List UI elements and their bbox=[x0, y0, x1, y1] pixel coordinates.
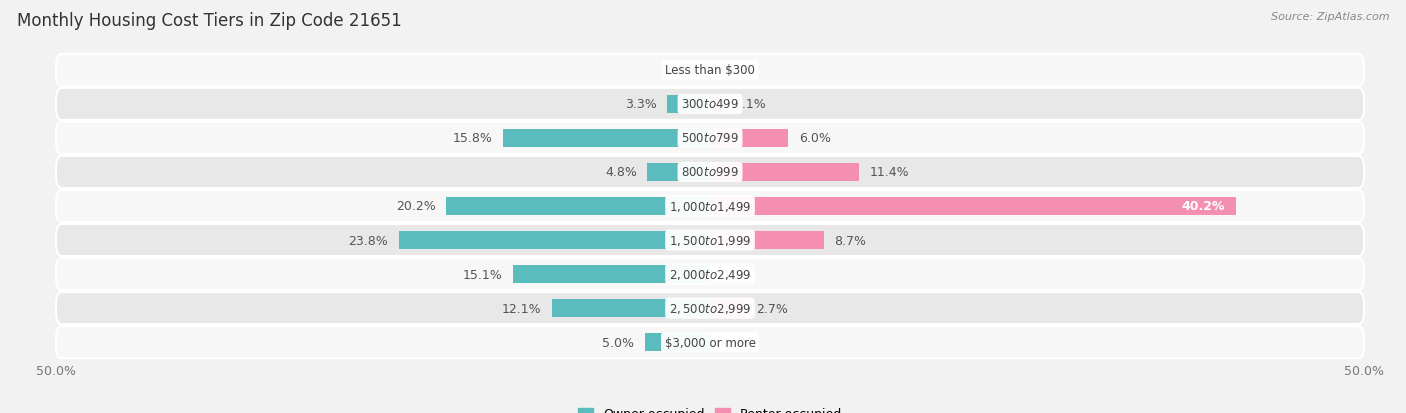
FancyBboxPatch shape bbox=[56, 157, 1364, 188]
Text: $300 to $499: $300 to $499 bbox=[681, 98, 740, 111]
Bar bbox=[503, 130, 710, 147]
Bar bbox=[551, 299, 710, 317]
FancyBboxPatch shape bbox=[56, 292, 1364, 324]
Text: 1.1%: 1.1% bbox=[735, 98, 766, 111]
Bar bbox=[710, 130, 789, 147]
FancyBboxPatch shape bbox=[56, 190, 1364, 223]
Bar bbox=[647, 164, 710, 181]
Text: $500 to $799: $500 to $799 bbox=[681, 132, 740, 145]
FancyBboxPatch shape bbox=[56, 123, 1364, 154]
Bar bbox=[710, 164, 859, 181]
Bar bbox=[513, 266, 710, 283]
Text: $3,000 or more: $3,000 or more bbox=[665, 336, 755, 349]
Text: 12.1%: 12.1% bbox=[502, 302, 541, 315]
Bar bbox=[710, 232, 824, 249]
Text: 40.2%: 40.2% bbox=[1181, 200, 1225, 213]
Text: $1,000 to $1,499: $1,000 to $1,499 bbox=[669, 199, 751, 214]
FancyBboxPatch shape bbox=[56, 55, 1364, 87]
Text: $1,500 to $1,999: $1,500 to $1,999 bbox=[669, 233, 751, 247]
FancyBboxPatch shape bbox=[56, 225, 1364, 256]
Text: $2,500 to $2,999: $2,500 to $2,999 bbox=[669, 301, 751, 316]
Text: 3.3%: 3.3% bbox=[624, 98, 657, 111]
Text: $800 to $999: $800 to $999 bbox=[681, 166, 740, 179]
Bar bbox=[666, 96, 710, 114]
Text: 20.2%: 20.2% bbox=[395, 200, 436, 213]
Text: Source: ZipAtlas.com: Source: ZipAtlas.com bbox=[1271, 12, 1389, 22]
Text: 23.8%: 23.8% bbox=[349, 234, 388, 247]
FancyBboxPatch shape bbox=[56, 326, 1364, 358]
Text: 0.0%: 0.0% bbox=[720, 64, 752, 77]
Bar bbox=[710, 198, 1236, 215]
Bar bbox=[446, 198, 710, 215]
Bar bbox=[644, 334, 710, 351]
Text: 5.0%: 5.0% bbox=[602, 336, 634, 349]
FancyBboxPatch shape bbox=[56, 89, 1364, 121]
Text: 4.8%: 4.8% bbox=[605, 166, 637, 179]
FancyBboxPatch shape bbox=[56, 259, 1364, 290]
Text: 15.8%: 15.8% bbox=[453, 132, 494, 145]
Text: 2.7%: 2.7% bbox=[756, 302, 787, 315]
Text: 15.1%: 15.1% bbox=[463, 268, 502, 281]
Text: 0.0%: 0.0% bbox=[668, 64, 700, 77]
Bar bbox=[399, 232, 710, 249]
Text: 11.4%: 11.4% bbox=[869, 166, 910, 179]
Text: 0.0%: 0.0% bbox=[720, 336, 752, 349]
Text: Less than $300: Less than $300 bbox=[665, 64, 755, 77]
Text: Monthly Housing Cost Tiers in Zip Code 21651: Monthly Housing Cost Tiers in Zip Code 2… bbox=[17, 12, 402, 30]
Text: 8.7%: 8.7% bbox=[834, 234, 866, 247]
Text: 0.0%: 0.0% bbox=[720, 268, 752, 281]
Text: $2,000 to $2,499: $2,000 to $2,499 bbox=[669, 268, 751, 281]
Bar bbox=[710, 299, 745, 317]
Bar bbox=[710, 96, 724, 114]
Legend: Owner-occupied, Renter-occupied: Owner-occupied, Renter-occupied bbox=[578, 407, 842, 413]
Text: 6.0%: 6.0% bbox=[799, 132, 831, 145]
